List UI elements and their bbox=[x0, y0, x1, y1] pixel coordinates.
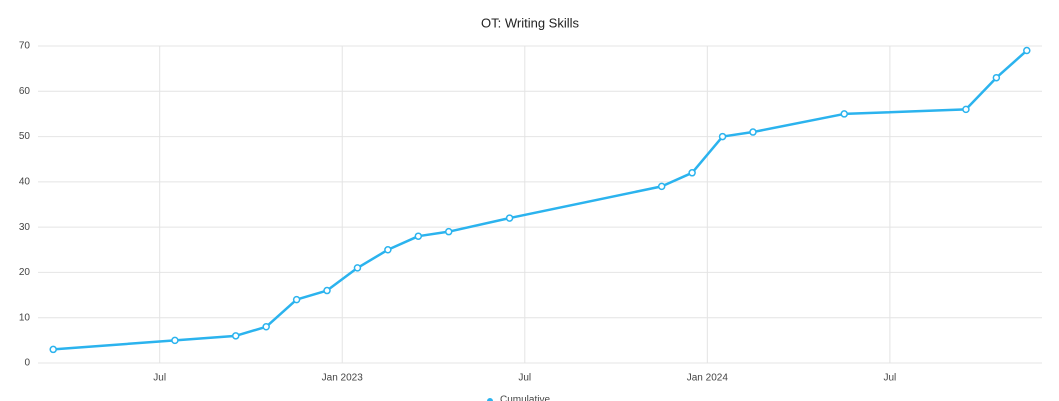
x-tick-label: Jul bbox=[153, 373, 166, 384]
data-point bbox=[749, 128, 757, 136]
data-point bbox=[414, 232, 423, 240]
data-point bbox=[688, 169, 696, 177]
series-line bbox=[53, 49, 1028, 351]
data-point bbox=[292, 295, 301, 304]
data-point bbox=[323, 286, 331, 295]
x-tick-label: Jul bbox=[518, 373, 531, 384]
x-tick-label: Jan 2023 bbox=[322, 373, 364, 384]
data-point bbox=[992, 73, 1001, 82]
data-point bbox=[232, 332, 240, 340]
y-tick-label: 0 bbox=[24, 358, 30, 369]
y-tick-label: 50 bbox=[19, 131, 31, 142]
data-point bbox=[353, 264, 362, 272]
data-point bbox=[840, 110, 848, 118]
y-tick-label: 10 bbox=[19, 312, 31, 323]
y-tick-label: 30 bbox=[19, 222, 31, 233]
data-point bbox=[718, 132, 727, 141]
y-tick-label: 60 bbox=[19, 86, 31, 97]
data-point bbox=[962, 105, 970, 114]
legend-marker bbox=[487, 398, 493, 401]
data-point bbox=[505, 214, 514, 222]
y-tick-label: 20 bbox=[19, 267, 31, 278]
x-tick-label: Jul bbox=[883, 373, 896, 384]
y-tick-label: 70 bbox=[19, 41, 31, 52]
data-point bbox=[444, 227, 453, 236]
data-point bbox=[49, 345, 57, 354]
y-tick-label: 40 bbox=[19, 176, 31, 187]
chart-title: OT: Writing Skills bbox=[481, 15, 579, 30]
data-point bbox=[657, 182, 666, 191]
data-point bbox=[171, 336, 179, 345]
x-tick-label: Jan 2024 bbox=[687, 373, 729, 384]
data-point bbox=[262, 323, 270, 331]
legend-label: Cumulative bbox=[500, 395, 550, 401]
data-point bbox=[384, 246, 392, 254]
data-point bbox=[1023, 46, 1031, 55]
